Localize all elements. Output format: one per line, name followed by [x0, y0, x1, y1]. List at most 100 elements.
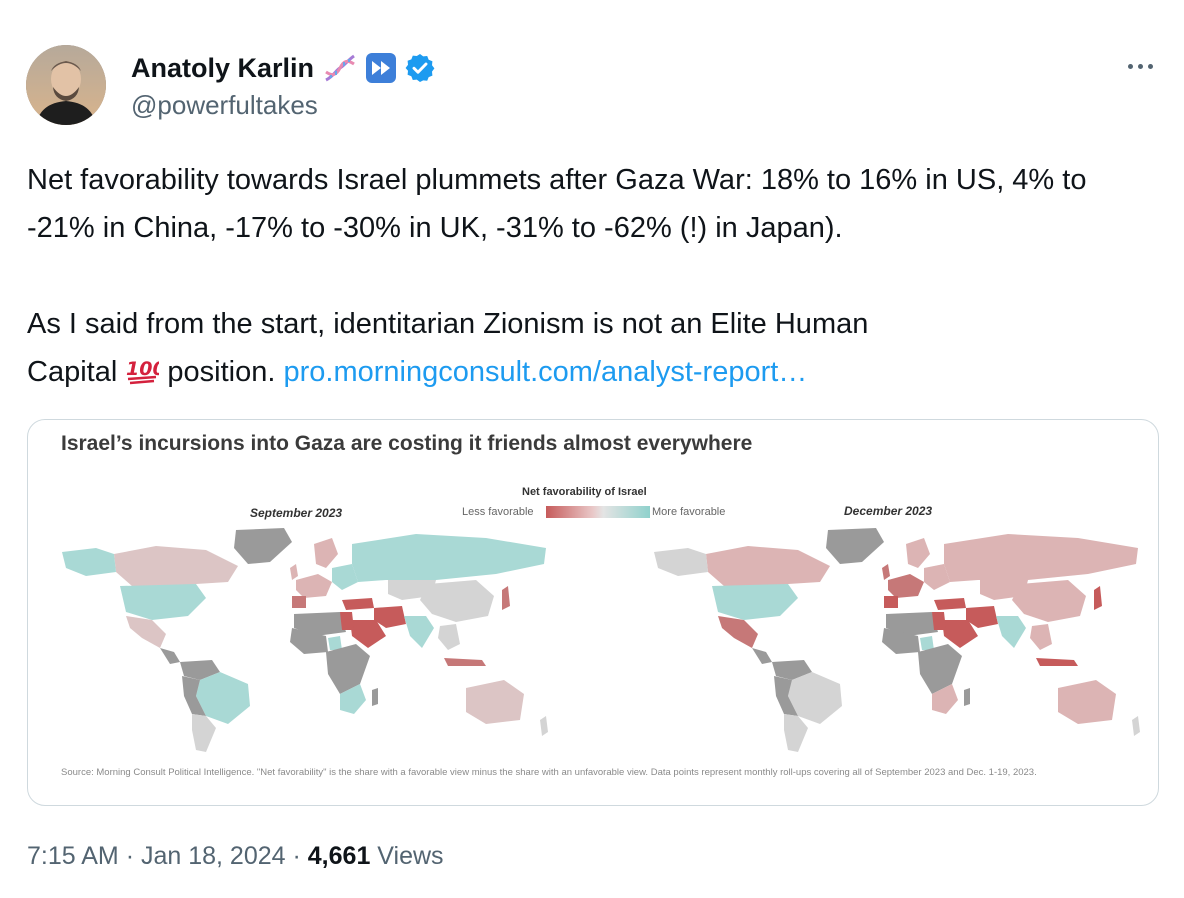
usa — [120, 584, 206, 620]
southeast-asia — [1030, 624, 1052, 650]
tweet-paragraph-2-line-1: As I said from the start, identitarian Z… — [27, 308, 869, 340]
brazil — [196, 672, 250, 724]
scandinavia — [906, 538, 930, 568]
japan — [1094, 586, 1102, 610]
southeast-asia — [438, 624, 460, 650]
mexico — [126, 616, 166, 648]
alaska — [654, 548, 708, 576]
mexico — [718, 616, 758, 648]
new-zealand — [1132, 716, 1140, 736]
usa — [712, 584, 798, 620]
north-africa — [294, 612, 346, 636]
canada — [706, 546, 830, 588]
canada — [114, 546, 238, 588]
legend-less-label: Less favorable — [462, 506, 534, 518]
indonesia — [1036, 658, 1078, 666]
central-africa — [918, 644, 962, 694]
card-title: Israel’s incursions into Gaza are costin… — [61, 432, 753, 455]
nigeria — [328, 636, 342, 650]
central-america — [752, 648, 772, 664]
tweet-date[interactable]: Jan 18, 2024 — [140, 842, 286, 870]
footer-separator: · — [292, 842, 301, 870]
legend-more-label: More favorable — [652, 506, 726, 518]
western-europe — [888, 574, 924, 598]
dot-icon — [1127, 63, 1133, 69]
author-display-name[interactable]: Anatoly Karlin — [131, 52, 315, 83]
iran — [374, 606, 406, 628]
central-africa — [326, 644, 370, 694]
china — [420, 580, 494, 622]
argentina-chile — [192, 714, 216, 752]
west-africa — [882, 628, 920, 654]
new-zealand — [540, 716, 548, 736]
verified-badge-icon[interactable] — [404, 52, 436, 84]
tweet-text-capital: Capital — [27, 356, 118, 388]
tweet-footer: 7:15 AM · Jan 18, 2024 · 4,661 Views — [27, 842, 444, 871]
colombia-venezuela — [180, 660, 220, 680]
saudi-arabia — [350, 620, 386, 648]
central-america — [160, 648, 180, 664]
argentina-chile — [784, 714, 808, 752]
south-africa — [340, 684, 366, 714]
indonesia — [444, 658, 486, 666]
peru-bolivia — [182, 676, 206, 716]
turkey — [934, 598, 966, 610]
svg-text:100: 100 — [126, 358, 159, 380]
tweet-link[interactable]: pro.morningconsult.com/analyst-report… — [283, 356, 808, 388]
views-count[interactable]: 4,661 — [307, 842, 371, 870]
spain — [292, 596, 306, 608]
western-europe — [296, 574, 332, 598]
saudi-arabia — [942, 620, 978, 648]
scandinavia — [314, 538, 338, 568]
colombia-venezuela — [772, 660, 812, 680]
india — [996, 616, 1026, 648]
madagascar — [964, 688, 970, 706]
fast-forward-icon — [366, 53, 397, 83]
dot-icon — [1137, 63, 1143, 69]
uk — [882, 564, 890, 580]
views-label: Views — [377, 842, 444, 870]
legend-title: Net favorability of Israel — [522, 486, 647, 498]
india — [404, 616, 434, 648]
eastern-europe — [924, 564, 950, 590]
media-card[interactable]: Israel’s incursions into Gaza are costin… — [27, 419, 1159, 806]
nigeria — [920, 636, 934, 650]
dna-emoji-icon — [322, 52, 358, 84]
author-name-row: Anatoly Karlin — [131, 50, 436, 86]
map-left-label: September 2023 — [250, 506, 343, 520]
iran — [966, 606, 998, 628]
spain — [884, 596, 898, 608]
footer-separator: · — [125, 842, 135, 870]
legend-color-bar — [546, 506, 650, 518]
china — [1012, 580, 1086, 622]
greenland — [234, 528, 292, 564]
alaska — [62, 548, 116, 576]
madagascar — [372, 688, 378, 706]
greenland — [826, 528, 884, 564]
north-africa — [886, 612, 938, 636]
eastern-europe — [332, 564, 358, 590]
peru-bolivia — [774, 676, 798, 716]
avatar[interactable] — [26, 45, 106, 125]
japan — [502, 586, 510, 610]
map-right-label: December 2023 — [844, 504, 933, 518]
tweet-text: Net favorability towards Israel plummets… — [27, 156, 1147, 396]
tweet-paragraph-2-line-2: Capital 100 position. pro.morningconsult… — [27, 348, 1147, 396]
australia — [466, 680, 524, 724]
australia — [1058, 680, 1116, 724]
egypt — [932, 612, 946, 630]
author-handle[interactable]: @powerfultakes — [131, 90, 318, 120]
avatar-photo — [26, 45, 106, 125]
brazil — [788, 672, 842, 724]
egypt — [340, 612, 354, 630]
turkey — [342, 598, 374, 610]
russia — [352, 534, 546, 582]
world-map-september — [62, 528, 548, 752]
russia — [944, 534, 1138, 582]
more-options-button[interactable] — [1122, 48, 1158, 84]
uk — [290, 564, 298, 580]
world-map-december — [654, 528, 1140, 752]
south-africa — [932, 684, 958, 714]
tweet-time[interactable]: 7:15 AM — [27, 842, 119, 870]
tweet-text-position: position. — [167, 356, 276, 388]
